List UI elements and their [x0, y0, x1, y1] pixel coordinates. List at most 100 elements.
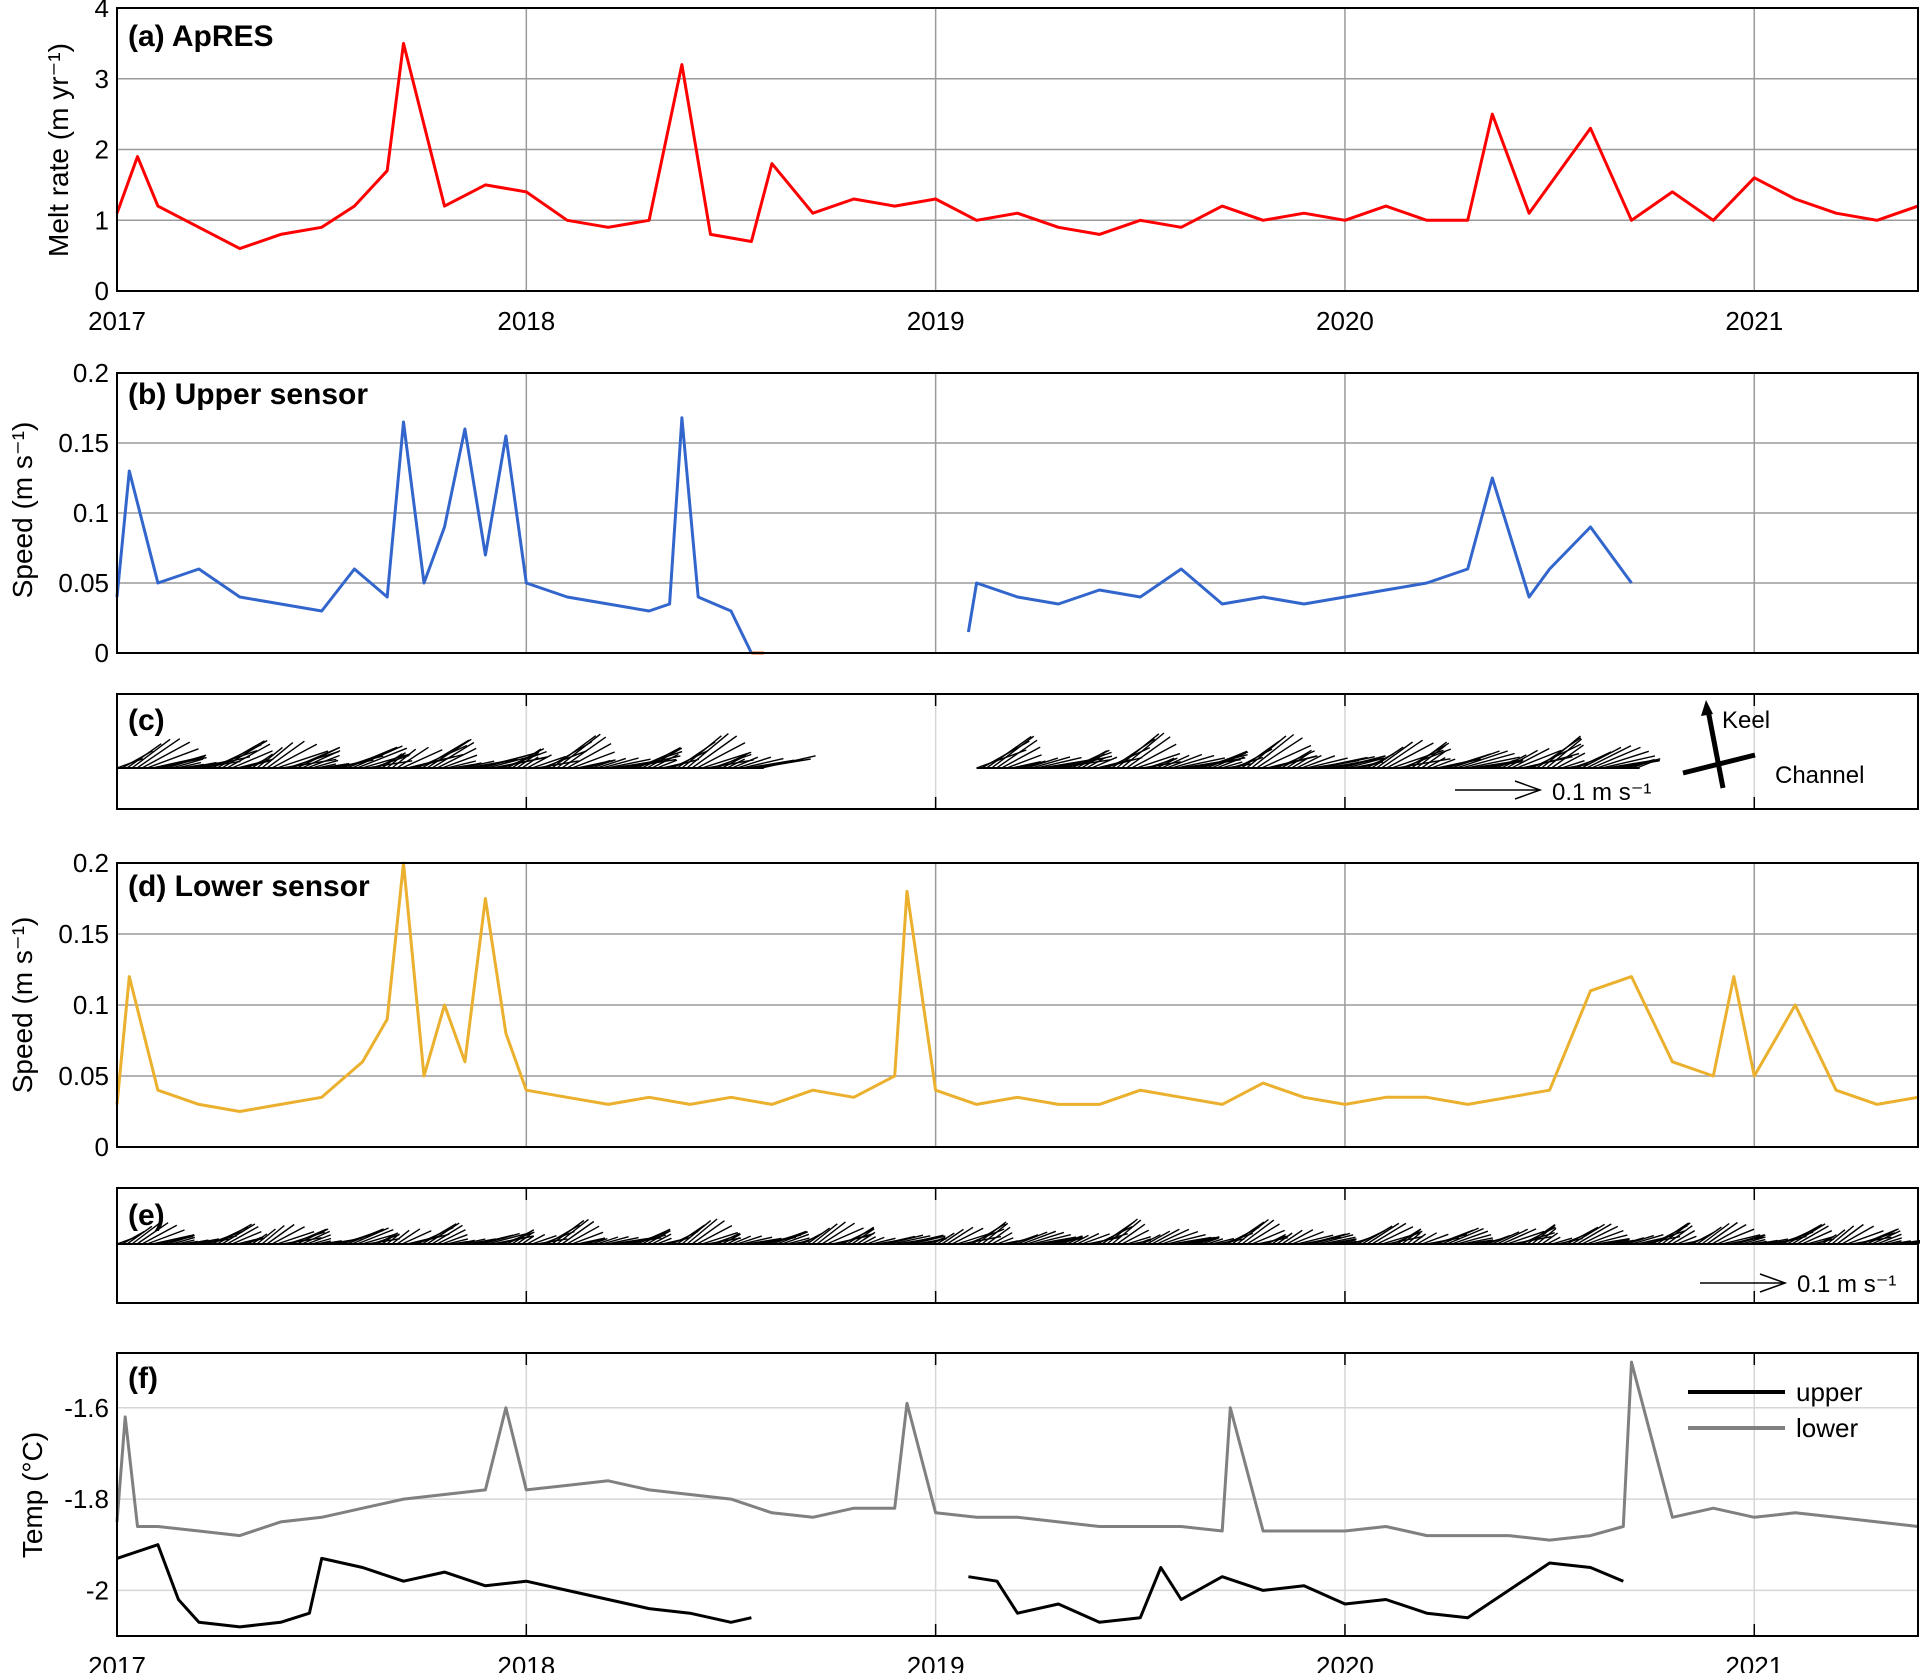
vector-arrow — [1261, 744, 1312, 769]
vector-arrow — [1456, 750, 1508, 769]
vector-arrow — [1741, 1236, 1766, 1245]
vector-arrow — [1796, 1225, 1829, 1245]
panel-c-scale-label: 0.1 m s⁻¹ — [1552, 779, 1651, 806]
vector-arrow — [996, 739, 1038, 769]
panel-b-y-label: Speed (m s⁻¹) — [7, 422, 38, 599]
vector-arrow — [1361, 1225, 1393, 1245]
vector-arrow — [561, 736, 607, 769]
vector-arrow — [1841, 1225, 1875, 1245]
vector-arrow — [1441, 1227, 1479, 1245]
vector-arrow — [1121, 1229, 1150, 1245]
vector-arrow — [1371, 1222, 1407, 1245]
vector-arrow — [1151, 757, 1175, 769]
vector-arrow — [1146, 1230, 1171, 1245]
vector-arrow — [716, 1232, 741, 1245]
vector-arrow — [851, 1228, 875, 1245]
y-tick-label: 1 — [95, 205, 109, 235]
vector-arrow — [1036, 1236, 1077, 1245]
vector-arrow — [1536, 1227, 1557, 1245]
vector-arrow — [741, 1236, 773, 1245]
vector-arrow — [736, 756, 772, 769]
vector-arrow — [861, 1236, 877, 1245]
vector-arrow — [1421, 1233, 1449, 1245]
legend-label-lower: lower — [1796, 1413, 1858, 1443]
vector-arrow — [531, 1235, 557, 1245]
vector-arrow — [1461, 1237, 1493, 1245]
vector-arrow — [1031, 756, 1071, 769]
vector-arrow — [736, 1235, 762, 1245]
vector-arrow — [1341, 755, 1386, 769]
vector-arrow — [1446, 1227, 1484, 1245]
panel-f-y-ticks: -2 -1.8 -1.6 — [64, 1393, 109, 1606]
vector-arrow — [911, 1235, 946, 1245]
vector-arrow — [906, 1234, 944, 1245]
vector-arrow — [746, 1237, 782, 1245]
vector-arrow — [1006, 754, 1042, 769]
vector-arrow — [1121, 732, 1165, 769]
vector-arrow — [1316, 1234, 1354, 1245]
vector-arrow — [1591, 746, 1641, 769]
vector-arrow — [251, 753, 273, 769]
vector-arrow — [1566, 1226, 1599, 1245]
panel-a-x-ticks: 2017 2018 2019 2020 2021 — [88, 306, 1783, 336]
vector-arrow — [191, 1238, 220, 1245]
vector-arrow — [461, 1238, 486, 1245]
series-line-b-0 — [115, 416, 753, 654]
vector-arrow — [136, 1222, 169, 1245]
vector-arrow — [391, 1229, 410, 1245]
vector-arrow — [1621, 1237, 1645, 1245]
vector-arrow — [311, 759, 339, 769]
vector-arrow — [1381, 739, 1423, 769]
vector-arrow — [321, 1240, 342, 1245]
panel-d-y-ticks: 0 0.05 0.1 0.15 0.2 — [58, 848, 109, 1162]
vector-arrow — [1021, 760, 1046, 769]
vector-arrow — [656, 759, 678, 769]
vector-arrow — [221, 1223, 256, 1245]
vector-arrow — [586, 759, 611, 769]
vector-arrow — [981, 1222, 1009, 1245]
vector-arrow — [1636, 757, 1661, 769]
vector-arrow — [1411, 1233, 1427, 1245]
vector-arrow — [1601, 1238, 1630, 1245]
vector-arrow — [266, 1223, 295, 1245]
vector-arrow — [251, 1233, 268, 1245]
vector-arrow — [176, 1239, 195, 1245]
vector-arrow — [1721, 1234, 1761, 1245]
vector-arrow — [1696, 1226, 1722, 1245]
panel-f-y-label: Temp (°C) — [17, 1432, 48, 1558]
vector-arrow — [1671, 1229, 1696, 1245]
vector-arrow — [1236, 1218, 1269, 1245]
y-tick-label: 0 — [95, 276, 109, 306]
vector-arrow — [1511, 747, 1550, 769]
vector-arrow — [596, 1236, 619, 1245]
legend-label-upper: upper — [1796, 1377, 1863, 1407]
vector-arrow — [1026, 1231, 1065, 1245]
vector-arrow — [1161, 1230, 1199, 1245]
vector-arrow — [261, 742, 294, 769]
vector-arrow — [881, 1235, 916, 1245]
vector-arrow — [936, 1232, 955, 1245]
vector-arrow — [1491, 1231, 1520, 1245]
vector-arrow — [786, 1237, 810, 1245]
vector-arrow — [1371, 746, 1404, 769]
vector-arrow — [176, 761, 202, 769]
vector-arrow — [1241, 1219, 1275, 1245]
y-tick-label: 0.05 — [58, 568, 109, 598]
vector-arrow — [346, 1228, 384, 1245]
vector-arrow — [1321, 756, 1375, 769]
vector-arrow — [681, 1220, 712, 1245]
panel-e-frame — [116, 1187, 1919, 1304]
vector-arrow — [441, 754, 478, 769]
vector-arrow — [526, 754, 552, 769]
vector-arrow — [686, 1218, 718, 1245]
vector-arrow — [1346, 757, 1385, 769]
series-line-a-0 — [115, 41, 1919, 251]
vector-arrow — [461, 760, 495, 769]
vector-arrow — [1141, 1234, 1161, 1245]
vector-arrow — [696, 1224, 733, 1245]
vector-arrow — [1541, 735, 1581, 769]
vector-arrow — [426, 738, 472, 769]
vector-arrow — [1116, 733, 1160, 769]
vector-arrow — [1066, 1236, 1082, 1245]
vector-arrow — [1561, 760, 1585, 769]
